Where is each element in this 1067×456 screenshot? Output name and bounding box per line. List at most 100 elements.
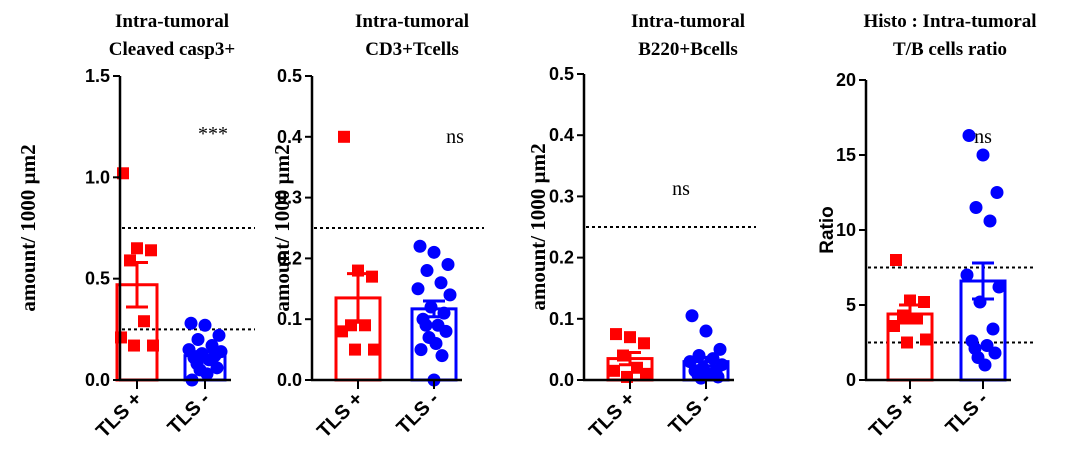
y-tick-label: 0.5 (277, 66, 302, 86)
data-point (978, 358, 992, 372)
x-category-label: TLS - (942, 388, 993, 439)
data-point (212, 328, 226, 342)
y-axis-label: amount/ 1000 µm2 (526, 143, 550, 310)
data-point (419, 318, 433, 332)
y-tick-label: 0.2 (277, 248, 302, 268)
data-point (124, 254, 136, 267)
y-tick-label: 0.4 (549, 125, 574, 145)
y-tick-label: 20 (836, 70, 856, 90)
data-point (640, 367, 652, 380)
x-category-label: TLS + (585, 388, 639, 442)
data-point (443, 288, 457, 302)
data-point (437, 306, 451, 320)
data-point (918, 296, 930, 308)
x-category-label: TLS - (393, 388, 444, 439)
y-tick-label: 0.3 (277, 188, 302, 208)
chart-title-line: Intra-tumoral (355, 11, 469, 32)
data-point (988, 346, 1002, 360)
data-point (638, 337, 650, 350)
data-point (359, 319, 371, 332)
data-point (973, 295, 987, 309)
y-tick-label: 0.1 (277, 309, 302, 329)
x-category-label: TLS - (164, 388, 215, 439)
y-tick-label: 0.0 (85, 370, 110, 390)
chart-title-line: Intra-tumoral (631, 11, 745, 32)
data-point (336, 325, 348, 338)
y-tick-label: 0.0 (277, 370, 302, 390)
data-point (427, 245, 441, 259)
x-category-label: TLS + (313, 388, 367, 442)
y-tick-label: 0.2 (549, 248, 574, 268)
data-point (441, 257, 455, 271)
data-point (904, 294, 916, 307)
data-point (349, 343, 361, 356)
data-point (368, 343, 380, 356)
x-category-label: TLS - (665, 388, 716, 439)
data-point (713, 342, 727, 356)
data-point (617, 349, 629, 362)
chart-title-line: Cleaved casp3+ (109, 39, 235, 60)
y-axis-label: amount/ 1000 µm2 (16, 144, 40, 311)
chart-title-line: Histo : Intra-tumoral (863, 11, 1036, 32)
data-point (131, 242, 143, 255)
data-point (414, 343, 428, 357)
y-tick-label: 0 (846, 370, 856, 390)
y-tick-label: 0.3 (549, 186, 574, 206)
chart-title-line: B220+Bcells (638, 39, 738, 60)
data-point (202, 353, 216, 367)
data-point (429, 337, 443, 351)
data-point (920, 333, 932, 346)
data-point (901, 336, 913, 349)
chart-panel-4: Histo : Intra-tumoral T/B cells ratio Rati… (817, 11, 1037, 442)
data-point (138, 315, 150, 328)
data-point (439, 324, 453, 338)
y-tick-label: 5 (846, 295, 856, 315)
chart-title-line: Intra-tumoral (115, 11, 229, 32)
chart-panel-3: Intra-tumoral B220+Bcells amount/ 1000 µm2… (526, 11, 756, 442)
data-point (413, 239, 427, 253)
data-point (128, 339, 140, 352)
significance-label: ns (446, 126, 464, 148)
significance-label: ns (974, 126, 992, 148)
significance-label: ns (672, 178, 690, 200)
data-point (983, 214, 997, 228)
data-point (424, 300, 438, 314)
y-tick-label: 0.1 (549, 309, 574, 329)
y-tick-label: 0.4 (277, 127, 302, 147)
data-point (352, 264, 364, 277)
y-axis-label: amount/ 1000 µm2 (270, 144, 294, 311)
data-point (694, 371, 708, 385)
data-point (198, 318, 212, 332)
y-tick-label: 0.0 (549, 370, 574, 390)
chart-panel-1: Intra-tumoral Cleaved casp3+ amount/ 1000 … (16, 11, 255, 442)
chart-title-line: CD3+Tcells (365, 39, 459, 60)
y-tick-label: 1.0 (85, 167, 110, 187)
data-point (960, 268, 974, 282)
data-point (608, 364, 620, 377)
x-category-label: TLS + (865, 388, 919, 442)
data-point (992, 280, 1006, 294)
y-tick-label: 0.5 (85, 269, 110, 289)
y-tick-label: 15 (836, 145, 856, 165)
data-point (338, 130, 350, 143)
data-point (685, 309, 699, 323)
data-point (986, 322, 1000, 336)
x-category-label: TLS + (92, 388, 146, 442)
y-tick-label: 10 (836, 220, 856, 240)
data-point (610, 328, 622, 341)
data-point (434, 276, 448, 290)
data-point (624, 331, 636, 344)
data-point (147, 339, 159, 352)
data-point (897, 309, 909, 322)
data-point (699, 324, 713, 338)
data-point (200, 367, 214, 381)
data-point (711, 370, 725, 384)
data-point (411, 282, 425, 296)
data-point (969, 201, 983, 214)
y-tick-label: 0.5 (549, 64, 574, 84)
data-point (184, 316, 198, 330)
data-point (145, 244, 157, 257)
data-point (191, 332, 205, 346)
